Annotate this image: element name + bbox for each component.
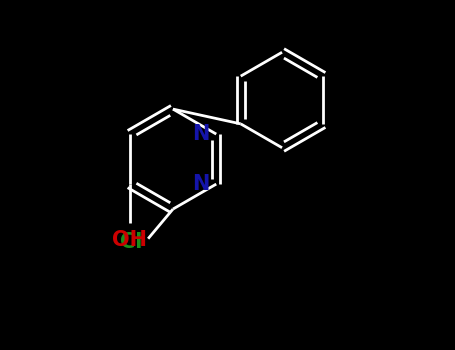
Text: N: N bbox=[192, 174, 209, 194]
Text: OH: OH bbox=[112, 230, 147, 250]
Text: Cl: Cl bbox=[120, 232, 143, 252]
Text: N: N bbox=[192, 124, 209, 144]
